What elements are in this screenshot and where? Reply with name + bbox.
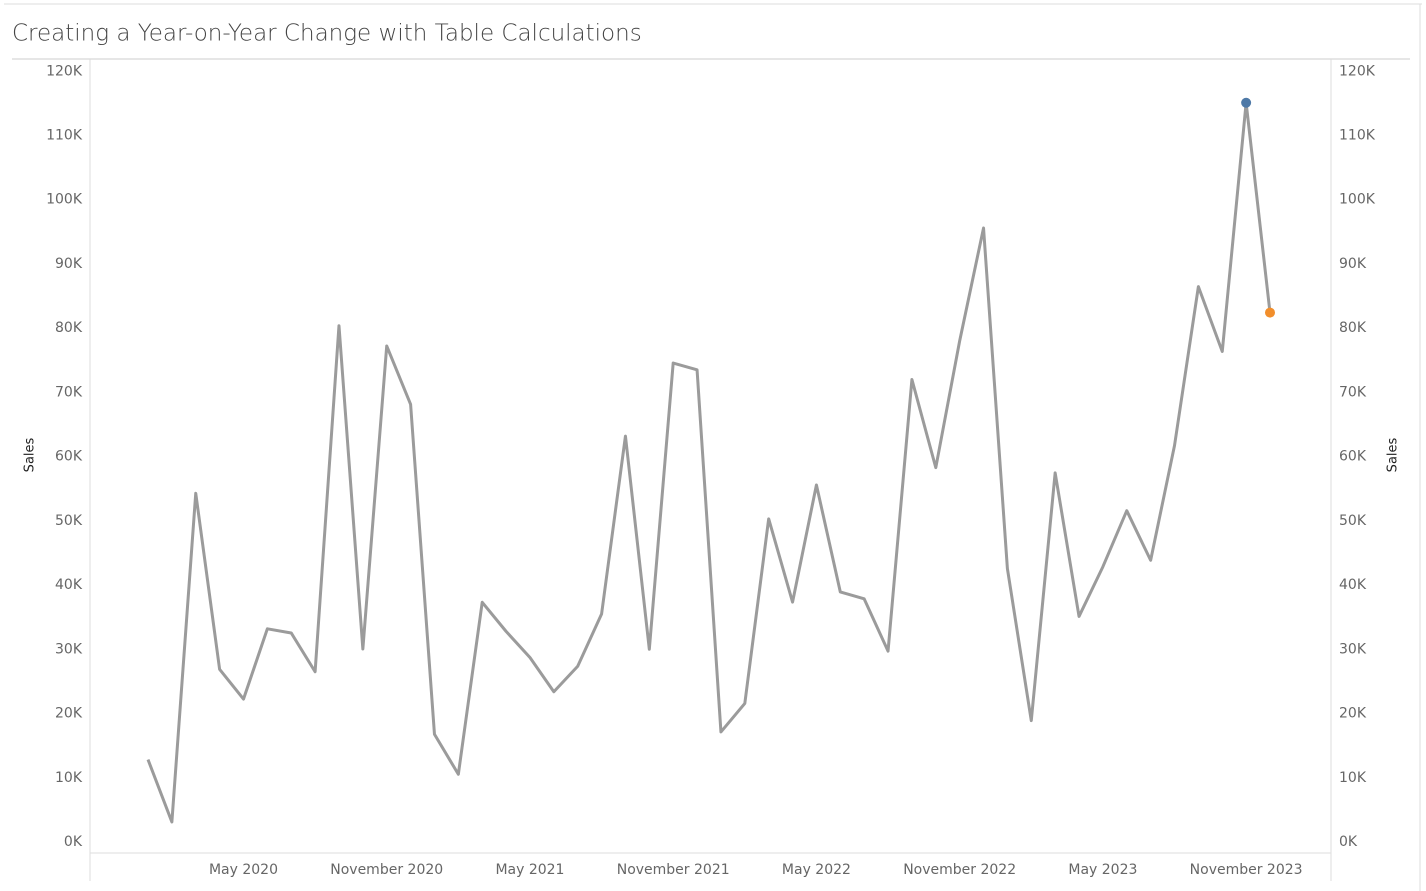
y2-tick-label: 120K (1339, 63, 1376, 79)
y-tick-label: 0K (64, 834, 83, 850)
x-tick-label: May 2023 (1068, 862, 1137, 878)
y-tick-label: 30K (55, 641, 83, 657)
chart-title: Creating a Year-on-Year Change with Tabl… (12, 21, 642, 47)
highlight-point (1265, 307, 1275, 318)
y-tick-label: 110K (46, 127, 83, 143)
y-tick-label: 100K (46, 192, 83, 208)
y-axis-title: Sales (23, 437, 38, 472)
y2-tick-label: 40K (1339, 577, 1367, 593)
y-tick-label: 60K (55, 449, 83, 465)
x-tick-label: May 2022 (782, 862, 851, 878)
y2-tick-label: 60K (1339, 449, 1367, 465)
y-tick-label: 70K (55, 384, 83, 400)
x-tick-label: May 2020 (209, 862, 278, 878)
y-tick-label: 120K (46, 63, 83, 79)
x-tick-label: November 2020 (330, 862, 443, 878)
x-tick-label: November 2022 (903, 862, 1016, 878)
highlight-point (1241, 97, 1252, 108)
y2-tick-label: 0K (1339, 834, 1358, 850)
y-tick-label: 20K (55, 706, 83, 722)
x-tick-label: May 2021 (495, 862, 564, 878)
y-tick-label: 40K (55, 577, 83, 593)
x-tick-label: November 2021 (617, 862, 730, 878)
y2-tick-label: 110K (1339, 127, 1376, 143)
x-tick-label: November 2023 (1190, 862, 1303, 878)
y2-tick-label: 50K (1339, 513, 1367, 529)
y2-tick-label: 10K (1339, 770, 1367, 786)
y-tick-label: 50K (55, 513, 83, 529)
y-tick-label: 10K (55, 770, 83, 786)
y2-tick-label: 80K (1339, 320, 1367, 336)
y-tick-label: 80K (55, 320, 83, 336)
y2-axis-title: Sales (1386, 437, 1401, 472)
y2-tick-label: 20K (1339, 706, 1367, 722)
y2-tick-label: 30K (1339, 641, 1367, 657)
y2-tick-label: 100K (1339, 192, 1376, 208)
y2-tick-label: 90K (1339, 256, 1367, 272)
y-tick-label: 90K (55, 256, 83, 272)
y2-tick-label: 70K (1339, 384, 1367, 400)
series-line (146, 101, 1272, 824)
